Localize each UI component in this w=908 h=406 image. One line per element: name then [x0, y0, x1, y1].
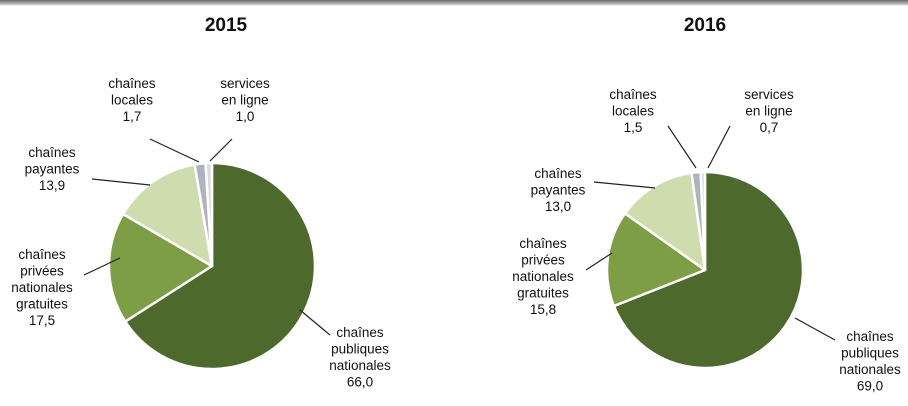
slice-label-chaines-payantes: chaînes payantes 13,0 [531, 166, 586, 214]
slice-label-line: en ligne [221, 92, 268, 107]
slice-label-line: chaînes [534, 166, 582, 181]
slice-label-chaines-privees: chaînes privées nationales gratuites 17,5 [11, 247, 73, 328]
pie-slice-chaines-payantes [623, 171, 707, 272]
slice-label-line: chaînes [18, 247, 66, 262]
slice-label-line: chaînes [519, 236, 567, 251]
leader-line [593, 181, 656, 189]
slice-value: 1,0 [236, 109, 255, 124]
slice-label-chaines-publiques: chaînes publiques nationales 66,0 [329, 325, 391, 389]
slice-label-line: services [220, 76, 270, 91]
slice-label-chaines-locales: chaînes locales 1,7 [108, 76, 156, 124]
slice-label-chaines-payantes: chaînes payantes 13,9 [25, 145, 80, 193]
pie-slice-chaines-privees [107, 212, 214, 323]
slice-label-line: gratuites [16, 296, 68, 311]
slice-value: 17,5 [29, 313, 55, 328]
slice-value: 66,0 [347, 374, 373, 389]
slice-label-chaines-privees: chaînes privées nationales gratuites 15,8 [512, 236, 574, 317]
slice-label-line: payantes [531, 182, 586, 197]
slice-label-line: privées [20, 263, 64, 278]
pie-slice-chaines-publiques [612, 170, 805, 370]
slice-label-line: chaînes [846, 329, 894, 344]
slice-label-chaines-publiques: chaînes publiques nationales 69,0 [839, 329, 901, 393]
slice-label-services-en-ligne: services en ligne 1,0 [220, 76, 270, 124]
chart-title-2016: 2016 [684, 15, 726, 36]
slice-label-line: services [744, 87, 794, 102]
leader-line [585, 252, 613, 271]
slice-value: 0,7 [760, 120, 779, 135]
slice-label-line: locales [612, 103, 654, 118]
slice-label-line: nationales [839, 362, 901, 377]
slice-label-chaines-locales: chaînes locales 1,5 [609, 87, 657, 135]
leader-line [794, 317, 836, 341]
slice-label-line: gratuites [517, 285, 569, 300]
slice-label-line: chaînes [28, 145, 76, 160]
pie-slice-services-en-ligne [699, 170, 707, 272]
slice-label-line: nationales [329, 358, 391, 373]
slice-label-line: payantes [25, 161, 80, 176]
leader-line [209, 138, 233, 162]
slice-label-line: en ligne [745, 103, 792, 118]
pie-slice-services-en-ligne [204, 161, 214, 268]
slice-label-line: locales [111, 92, 153, 107]
slice-value: 15,8 [530, 302, 556, 317]
leader-line [667, 125, 697, 169]
slice-value: 69,0 [857, 378, 883, 393]
slice-value: 1,5 [624, 120, 643, 135]
leader-line [299, 309, 331, 336]
slice-value: 13,0 [545, 199, 571, 214]
slice-label-services-en-ligne: services en ligne 0,7 [744, 87, 794, 135]
slice-value: 13,9 [39, 178, 65, 193]
slice-value: 1,7 [123, 109, 142, 124]
slice-label-line: chaînes [108, 76, 156, 91]
slice-label-line: chaînes [336, 325, 384, 340]
leader-line [149, 138, 200, 163]
pie-slice-chaines-privees [605, 212, 707, 308]
pie-slice-chaines-payantes [121, 163, 214, 268]
leader-line [707, 125, 731, 169]
pie-slice-chaines-publiques [124, 161, 317, 371]
slice-label-line: privées [521, 252, 565, 267]
slice-label-line: publiques [331, 341, 389, 356]
slice-label-line: chaînes [609, 87, 657, 102]
cropped-text-fragment [0, 0, 908, 6]
leader-line [83, 257, 121, 276]
slice-label-line: nationales [512, 269, 574, 284]
leader-line [91, 178, 151, 186]
slice-label-line: nationales [11, 280, 73, 295]
slice-label-line: publiques [841, 345, 899, 360]
chart-title-2015: 2015 [205, 15, 248, 36]
